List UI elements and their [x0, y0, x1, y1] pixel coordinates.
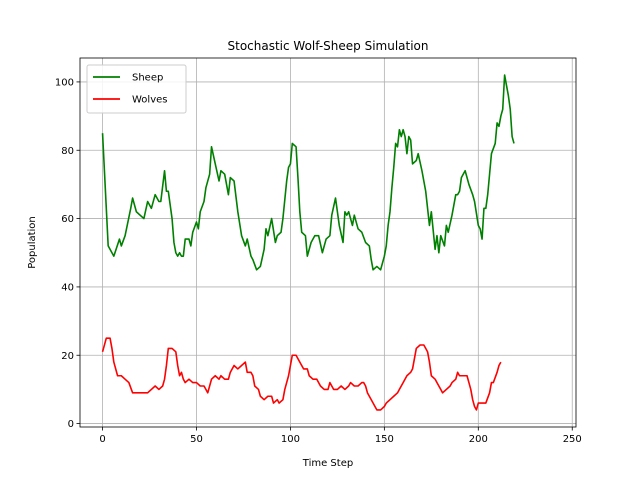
y-tick-label: 20 [61, 351, 74, 362]
chart-title: Stochastic Wolf-Sheep Simulation [228, 39, 429, 53]
series-line-wolves [101, 337, 502, 411]
x-tick-label: 250 [563, 434, 582, 445]
y-tick-label: 80 [61, 146, 74, 157]
plot-frame [79, 57, 577, 428]
legend-label-wolves: Wolves [132, 95, 167, 106]
axis-ticks: 0 50 100 150 200 250 0 20 40 60 80 100 [55, 77, 582, 445]
y-tick-label: 100 [55, 77, 74, 88]
series-line-sheep [101, 74, 515, 271]
x-tick-label: 50 [190, 434, 203, 445]
legend: Sheep Wolves [86, 64, 187, 114]
x-tick-label: 150 [375, 434, 394, 445]
x-tick-label: 200 [469, 434, 488, 445]
legend-label-sheep: Sheep [132, 73, 163, 84]
y-axis-label: Population [27, 216, 38, 269]
x-tick-label: 0 [99, 434, 105, 445]
y-tick-label: 0 [68, 419, 74, 430]
series-lines [101, 74, 515, 411]
y-tick-label: 40 [61, 282, 74, 293]
y-tick-label: 60 [61, 214, 74, 225]
x-axis-label: Time Step [302, 458, 353, 469]
x-tick-label: 100 [281, 434, 300, 445]
